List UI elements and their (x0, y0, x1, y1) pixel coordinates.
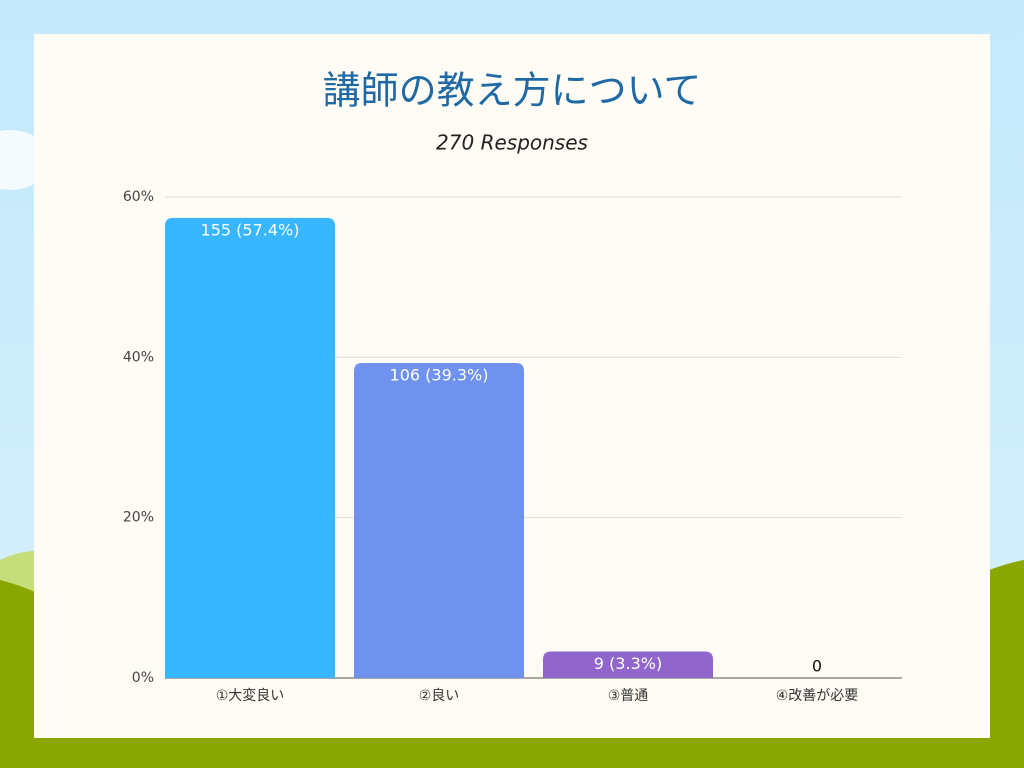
y-tick-label: 40% (123, 349, 154, 365)
value-label: 155 (57.4%) (201, 220, 300, 239)
bar (165, 217, 335, 679)
bar (354, 362, 524, 678)
y-tick-label: 60% (123, 189, 154, 205)
value-label: 9 (3.3%) (594, 654, 662, 673)
x-tick-label: ③普通 (608, 688, 649, 704)
y-tick-label: 0% (132, 670, 154, 686)
x-tick-label: ②良い (419, 688, 460, 704)
value-label: 106 (39.3%) (390, 365, 489, 384)
ground (0, 735, 1024, 768)
bar (543, 651, 713, 678)
chart-title: 講師の教え方について (323, 69, 702, 113)
x-tick-label: ④改善が必要 (776, 688, 859, 704)
x-tick-label: ①大変良い (216, 687, 285, 704)
y-tick-label: 20% (123, 510, 154, 526)
value-label: 0 (812, 657, 822, 676)
chart-subtitle: 270 Responses (436, 131, 588, 155)
